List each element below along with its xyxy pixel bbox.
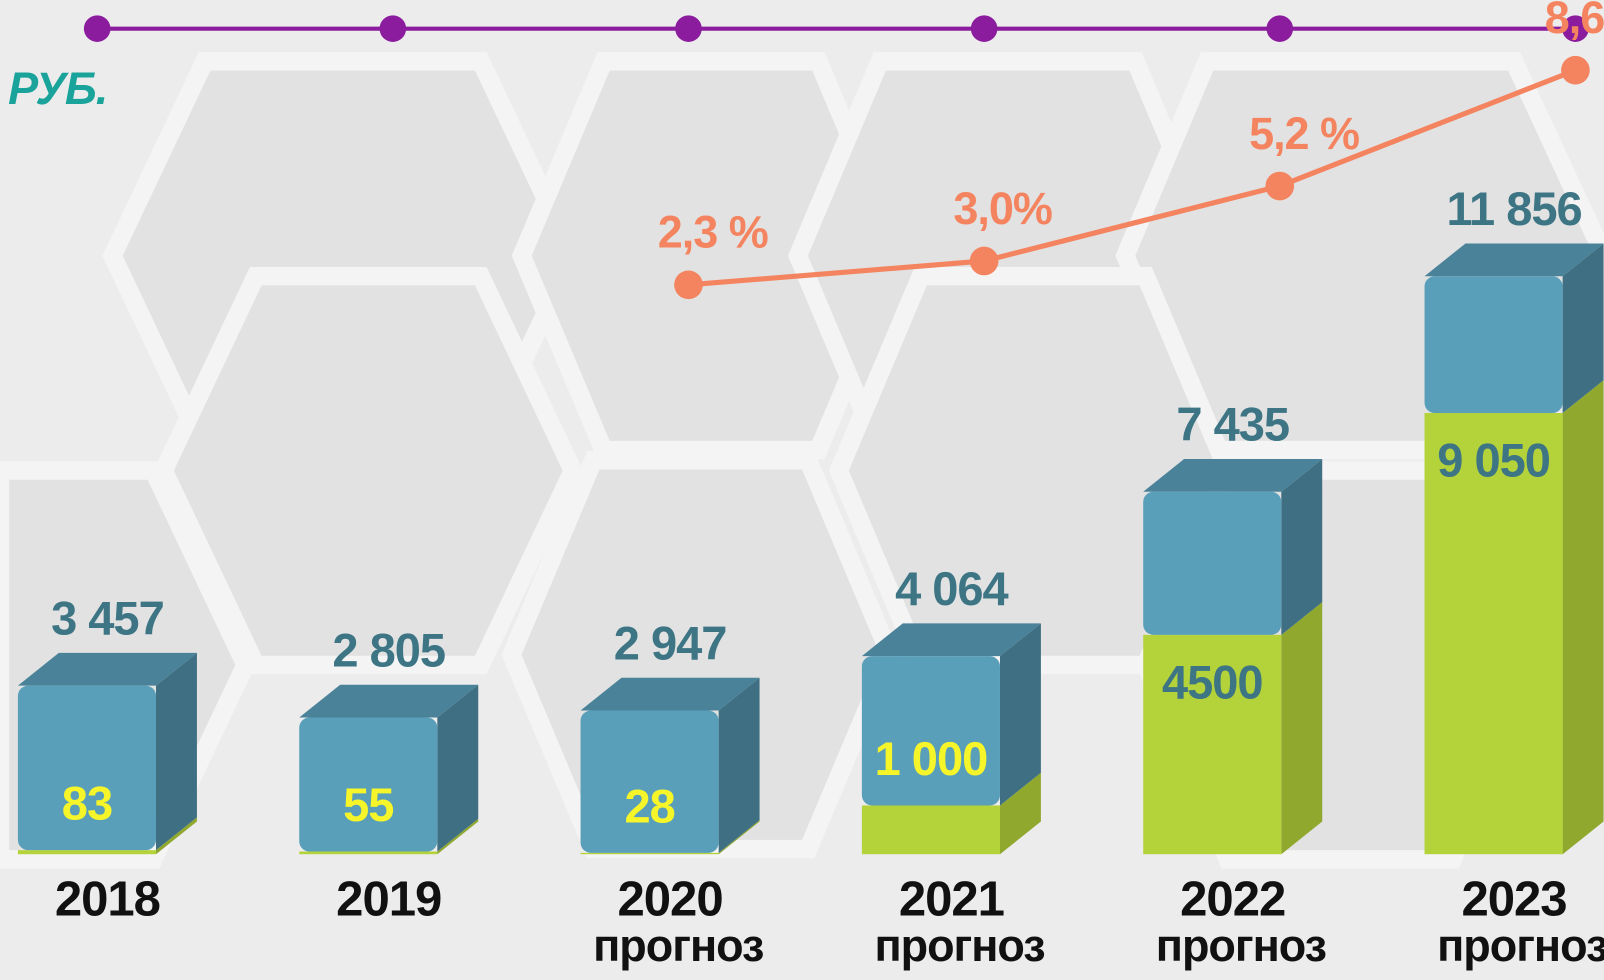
x-tick-label: 2021 — [899, 872, 1004, 926]
green-front — [18, 850, 156, 854]
total-label: 2 805 — [332, 623, 445, 676]
blue-segment — [1425, 243, 1604, 413]
x-tick-sublabel: прогноз — [874, 920, 1044, 971]
growth-point — [1265, 172, 1294, 201]
unit-label: РУБ. — [8, 63, 107, 114]
component-label: 1 000 — [875, 732, 988, 785]
green-front — [299, 852, 437, 855]
component-label: 9 050 — [1437, 434, 1550, 487]
total-label: 2 947 — [614, 617, 727, 670]
blue-front — [1143, 492, 1281, 635]
growth-label: 3,0% — [953, 183, 1051, 234]
x-tick-label: 2019 — [336, 872, 441, 926]
timeline-dot — [675, 15, 702, 42]
timeline-dot — [1266, 15, 1293, 42]
timeline-dot — [380, 15, 407, 42]
growth-label: 5,2 % — [1249, 108, 1359, 159]
total-label: 11 856 — [1446, 182, 1581, 235]
green-segment — [1143, 602, 1322, 854]
component-label: 28 — [624, 779, 674, 832]
timeline-dot — [84, 15, 111, 42]
green-front — [862, 805, 1000, 854]
growth-point — [970, 247, 999, 276]
chart: РУБ. 3 4578320182 8055520192 947282020пр… — [0, 0, 1604, 980]
green-side — [1563, 380, 1604, 854]
background — [0, 61, 1604, 859]
total-label: 7 435 — [1176, 398, 1289, 451]
timeline-dot — [971, 15, 998, 42]
green-side — [1281, 602, 1322, 854]
total-label: 3 457 — [51, 592, 164, 645]
component-label: 4500 — [1162, 655, 1263, 708]
x-tick-label: 2020 — [618, 872, 723, 926]
x-tick-sublabel: прогноз — [593, 920, 763, 971]
green-front — [581, 853, 719, 854]
component-label: 55 — [343, 778, 393, 831]
x-tick-label: 2023 — [1461, 872, 1566, 926]
growth-point — [1561, 56, 1590, 85]
x-tick-sublabel: прогноз — [1437, 920, 1604, 971]
growth-label: 8,6 % — [1545, 0, 1604, 43]
canvas: РУБ. 3 4578320182 8055520192 947282020пр… — [0, 0, 1604, 971]
x-tick-label: 2018 — [55, 872, 160, 926]
blue-segment — [1143, 459, 1322, 635]
blue-side — [156, 653, 197, 850]
total-label: 4 064 — [895, 562, 1008, 615]
x-tick-sublabel: прогноз — [1156, 920, 1326, 971]
blue-front — [1425, 276, 1563, 413]
growth-label: 2,3 % — [658, 207, 768, 258]
component-label: 83 — [62, 777, 112, 830]
growth-point — [674, 270, 703, 299]
x-tick-label: 2022 — [1180, 872, 1285, 926]
